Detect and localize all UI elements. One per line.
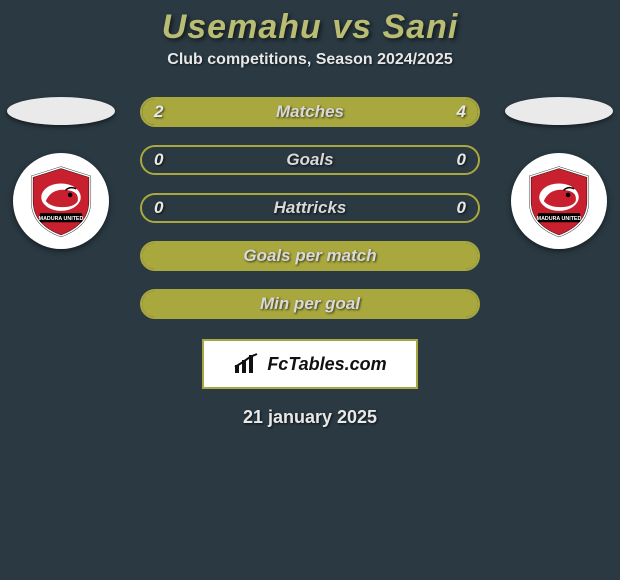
club-crest-icon: MADURA UNITED: [521, 163, 597, 239]
stat-value-left: 0: [154, 150, 163, 170]
right-player-column: MADURA UNITED: [504, 97, 614, 249]
brand-box[interactable]: FcTables.com: [202, 339, 418, 389]
stat-bar: 2 4 Matches: [140, 97, 480, 127]
stat-label: Goals per match: [243, 246, 376, 266]
stat-value-right: 0: [457, 198, 466, 218]
svg-text:MADURA UNITED: MADURA UNITED: [537, 216, 582, 222]
stat-bars: 2 4 Matches 0 0 Goals 0 0 Hattricks Goals per mat…: [140, 97, 480, 319]
right-club-crest: MADURA UNITED: [511, 153, 607, 249]
chart-icon: [233, 353, 261, 375]
stat-bar: Goals per match: [140, 241, 480, 271]
stat-bar: 0 0 Goals: [140, 145, 480, 175]
stat-label: Hattricks: [274, 198, 347, 218]
club-crest-icon: MADURA UNITED: [23, 163, 99, 239]
comparison-title: Usemahu vs Sani: [0, 0, 620, 51]
stat-label: Matches: [276, 102, 344, 122]
stat-label: Goals: [286, 150, 333, 170]
stat-bar: 0 0 Hattricks: [140, 193, 480, 223]
stat-bar: Min per goal: [140, 289, 480, 319]
stat-label: Min per goal: [260, 294, 360, 314]
left-player-column: MADURA UNITED: [6, 97, 116, 249]
comparison-subtitle: Club competitions, Season 2024/2025: [0, 51, 620, 69]
stat-value-left: 0: [154, 198, 163, 218]
comparison-content: MADURA UNITED MADURA UNITED 2 4 Matches 0 0 G…: [0, 97, 620, 428]
left-player-placeholder: [7, 97, 115, 125]
svg-text:MADURA UNITED: MADURA UNITED: [39, 216, 84, 222]
left-club-crest: MADURA UNITED: [13, 153, 109, 249]
stat-value-left: 2: [154, 102, 163, 122]
snapshot-date: 21 january 2025: [0, 407, 620, 428]
stat-value-right: 0: [457, 150, 466, 170]
stat-value-right: 4: [457, 102, 466, 122]
right-player-placeholder: [505, 97, 613, 125]
brand-text: FcTables.com: [267, 354, 386, 375]
